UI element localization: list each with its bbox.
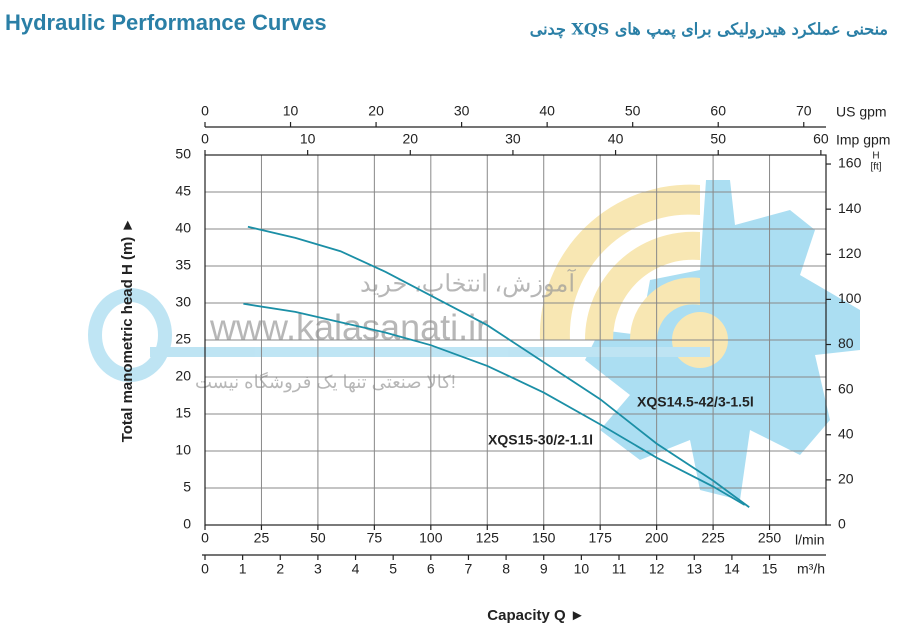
bottom2-tick-label: 12	[649, 561, 665, 577]
watermark-text: www.kalasanati.ir	[209, 307, 488, 348]
bottom2-tick-label: 13	[686, 561, 702, 577]
y2-axis-label: H	[872, 151, 879, 162]
y2-tick-label: 140	[838, 200, 862, 216]
y-tick-label: 50	[175, 146, 191, 162]
top-tick-label: 40	[539, 103, 555, 119]
x-tick-label: 125	[476, 530, 500, 546]
x-tick-label: 150	[532, 530, 556, 546]
bottom2-tick-label: 9	[540, 561, 548, 577]
top-tick-label: 30	[454, 103, 470, 119]
top-tick-label: 50	[710, 131, 726, 147]
y-tick-label: 30	[175, 294, 191, 310]
top-tick-label: 20	[368, 103, 384, 119]
y-tick-label: 45	[175, 183, 191, 199]
watermark-text: آموزش، انتخاب، خرید	[360, 268, 576, 297]
plot-frame	[204, 154, 827, 526]
y-axis-label: Total manometric head H (m) ►	[119, 218, 136, 443]
top-axis-label: Imp gpm	[836, 132, 890, 148]
chart-subtitle: منحنی عملکرد هیدرولیکی برای پمپ های XQS …	[530, 20, 888, 40]
top-tick-label: 60	[813, 131, 829, 147]
y-tick-label: 5	[183, 479, 191, 495]
top-tick-label: 60	[710, 103, 726, 119]
x-tick-label: 25	[254, 530, 270, 546]
x-tick-label: 0	[201, 530, 209, 546]
bottom2-tick-label: 14	[724, 561, 740, 577]
y2-tick-label: 60	[838, 380, 854, 396]
top-tick-label: 30	[505, 131, 521, 147]
bottom2-tick-label: 4	[352, 561, 360, 577]
top-tick-label: 50	[625, 103, 641, 119]
y-tick-label: 15	[175, 405, 191, 421]
bottom2-tick-label: 11	[612, 561, 627, 577]
top-tick-label: 40	[608, 131, 624, 147]
curve-label: XQS15-30/2-1.1l	[488, 432, 593, 448]
top-tick-label: 20	[403, 131, 419, 147]
bottom2-tick-label: 3	[314, 561, 322, 577]
y-tick-label: 10	[175, 442, 191, 458]
y2-tick-label: 160	[838, 155, 862, 171]
top-tick-label: 70	[796, 103, 812, 119]
x-tick-label: 200	[645, 530, 669, 546]
x-tick-label: 250	[758, 530, 782, 546]
y2-tick-label: 20	[838, 471, 854, 487]
bottom2-tick-label: 1	[239, 561, 247, 577]
top-tick-label: 0	[201, 131, 209, 147]
top-tick-label: 10	[300, 131, 316, 147]
y2-tick-label: 100	[838, 290, 862, 306]
top-tick-label: 0	[201, 103, 209, 119]
bottom2-tick-label: 7	[465, 561, 473, 577]
x-axis-unit: l/min	[795, 532, 825, 548]
top-axis-label: US gpm	[836, 104, 887, 120]
x-tick-label: 50	[310, 530, 326, 546]
y-tick-label: 0	[183, 516, 191, 532]
bottom2-tick-label: 8	[502, 561, 510, 577]
curve-label: XQS14.5-42/3-1.5l	[637, 394, 754, 410]
x-axis-label: Capacity Q ►	[487, 607, 584, 624]
curve	[243, 302, 746, 506]
y2-tick-label: 40	[838, 425, 854, 441]
x-tick-label: 175	[589, 530, 613, 546]
y-tick-label: 25	[175, 331, 191, 347]
curve	[247, 225, 750, 508]
bottom2-tick-label: 0	[201, 561, 209, 577]
watermark-text: کالا صنعتی تنها یک فروشگاه نیست!	[195, 371, 456, 393]
chart-title: Hydraulic Performance Curves	[5, 10, 327, 35]
x-tick-label: 100	[419, 530, 443, 546]
bottom2-tick-label: 10	[574, 561, 590, 577]
bottom2-tick-label: 2	[276, 561, 284, 577]
bottom2-tick-label: 15	[762, 561, 778, 577]
bottom2-axis-label: m³/h	[797, 561, 825, 577]
top-tick-label: 10	[283, 103, 299, 119]
bottom2-tick-label: 6	[427, 561, 435, 577]
x-tick-label: 75	[367, 530, 383, 546]
y-tick-label: 20	[175, 368, 191, 384]
y-tick-label: 40	[175, 220, 191, 236]
y2-tick-label: 120	[838, 245, 862, 261]
y2-tick-label: 80	[838, 335, 854, 351]
y2-axis-unit: [ft]	[870, 162, 881, 173]
y-tick-label: 35	[175, 257, 191, 273]
y2-tick-label: 0	[838, 516, 846, 532]
bottom2-tick-label: 5	[389, 561, 397, 577]
x-tick-label: 225	[701, 530, 725, 546]
